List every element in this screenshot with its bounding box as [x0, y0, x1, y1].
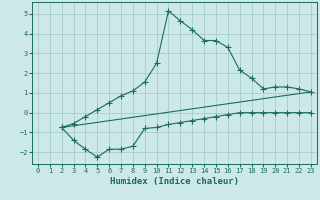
- X-axis label: Humidex (Indice chaleur): Humidex (Indice chaleur): [110, 177, 239, 186]
